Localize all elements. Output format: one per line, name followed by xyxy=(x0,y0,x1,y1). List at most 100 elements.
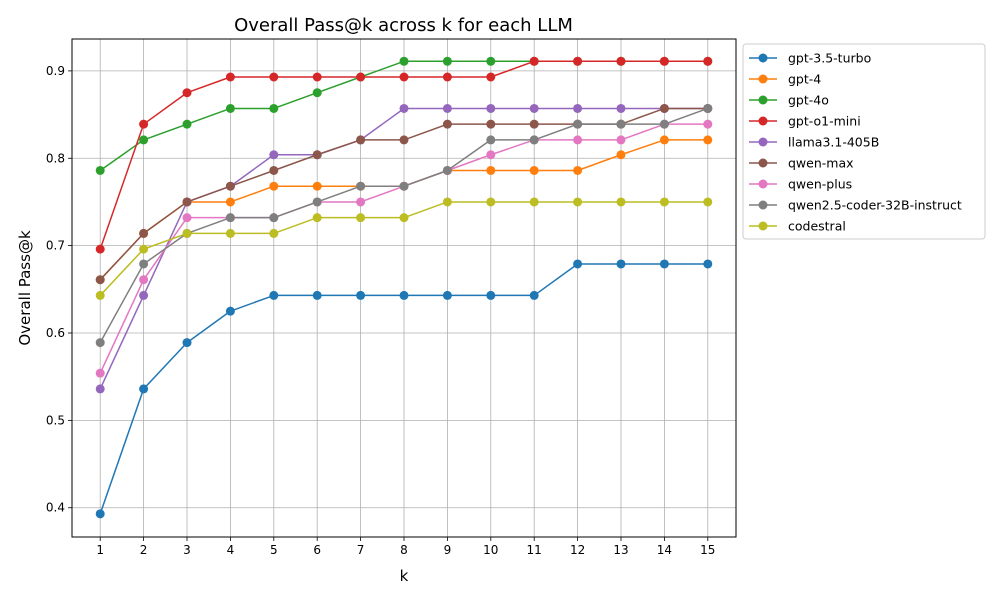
data-point xyxy=(312,72,322,82)
data-point xyxy=(225,306,235,316)
chart-title: Overall Pass@k across k for each LLM xyxy=(234,15,573,36)
data-point xyxy=(312,88,322,98)
data-point xyxy=(529,165,539,175)
data-point xyxy=(269,150,279,160)
legend-item-gpt-3.5-turbo: gpt-3.5-turbo xyxy=(749,51,871,66)
x-tick-label: 5 xyxy=(270,543,278,557)
x-tick-label: 11 xyxy=(527,543,542,557)
data-point xyxy=(616,119,626,129)
data-point xyxy=(182,338,192,348)
data-point xyxy=(486,197,496,207)
legend-label: gpt-4 xyxy=(788,72,821,87)
x-tick-label: 4 xyxy=(227,543,235,557)
data-point xyxy=(442,103,452,113)
data-point xyxy=(95,384,105,394)
data-point xyxy=(356,181,366,191)
x-tick-label: 2 xyxy=(140,543,148,557)
data-point xyxy=(312,181,322,191)
data-point xyxy=(312,213,322,223)
data-point xyxy=(529,135,539,145)
data-point xyxy=(95,368,105,378)
legend-marker xyxy=(758,158,768,168)
legend-frame xyxy=(742,43,986,240)
data-point xyxy=(659,197,669,207)
data-point xyxy=(139,228,149,238)
x-tick-label: 7 xyxy=(357,543,365,557)
data-point xyxy=(182,88,192,98)
data-point xyxy=(95,290,105,300)
data-point xyxy=(139,135,149,145)
data-point xyxy=(703,135,713,145)
data-point xyxy=(486,119,496,129)
data-point xyxy=(399,56,409,66)
data-point xyxy=(95,244,105,254)
data-point xyxy=(616,103,626,113)
data-point xyxy=(139,119,149,129)
legend-marker xyxy=(758,179,768,189)
y-tick-label: 0.4 xyxy=(46,501,65,515)
y-axis-label: Overall Pass@k xyxy=(16,230,34,346)
data-point xyxy=(312,290,322,300)
data-point xyxy=(312,150,322,160)
data-point xyxy=(486,103,496,113)
data-point xyxy=(486,165,496,175)
series-lines xyxy=(95,56,713,519)
data-point xyxy=(442,165,452,175)
x-axis-label: k xyxy=(400,567,409,585)
legend-label: llama3.1-405B xyxy=(788,135,879,150)
legend-item-qwen2.5-coder-32B-instruct: qwen2.5-coder-32B-instruct xyxy=(749,198,962,213)
series-gpt-o1-mini xyxy=(95,56,713,254)
legend-label: qwen-max xyxy=(788,156,854,171)
legend-marker xyxy=(758,74,768,84)
data-point xyxy=(616,150,626,160)
data-point xyxy=(269,181,279,191)
data-point xyxy=(659,259,669,269)
data-point xyxy=(573,259,583,269)
legend-marker xyxy=(758,137,768,147)
data-point xyxy=(95,275,105,285)
data-point xyxy=(356,72,366,82)
data-point xyxy=(703,103,713,113)
data-point xyxy=(659,103,669,113)
data-point xyxy=(182,213,192,223)
x-tick-label: 6 xyxy=(313,543,321,557)
data-point xyxy=(442,72,452,82)
data-point xyxy=(573,119,583,129)
data-point xyxy=(616,197,626,207)
data-point xyxy=(616,259,626,269)
data-point xyxy=(139,259,149,269)
data-point xyxy=(356,213,366,223)
data-point xyxy=(573,165,583,175)
data-point xyxy=(659,135,669,145)
data-point xyxy=(312,197,322,207)
data-point xyxy=(182,119,192,129)
data-point xyxy=(399,213,409,223)
data-point xyxy=(399,72,409,82)
series-qwen2.5-coder-32B-instruct xyxy=(95,103,713,348)
data-point xyxy=(659,119,669,129)
data-point xyxy=(269,103,279,113)
data-point xyxy=(399,181,409,191)
y-tick-label: 0.7 xyxy=(46,239,65,253)
legend-item-gpt-4: gpt-4 xyxy=(749,72,821,87)
legend-label: codestral xyxy=(788,219,846,234)
x-tick-label: 12 xyxy=(570,543,585,557)
y-axis-ticks: 0.4 0.5 0.6 0.7 0.8 0.9 xyxy=(46,64,72,515)
legend-marker xyxy=(758,200,768,210)
data-point xyxy=(486,72,496,82)
x-tick-label: 14 xyxy=(657,543,672,557)
data-point xyxy=(139,290,149,300)
data-point xyxy=(573,135,583,145)
legend-label: qwen-plus xyxy=(788,177,852,192)
data-point xyxy=(269,228,279,238)
data-point xyxy=(225,72,235,82)
x-tick-label: 9 xyxy=(444,543,452,557)
data-point xyxy=(225,197,235,207)
data-point xyxy=(399,290,409,300)
data-point xyxy=(225,181,235,191)
legend-item-qwen-max: qwen-max xyxy=(749,156,854,171)
data-point xyxy=(399,103,409,113)
series-codestral xyxy=(95,197,713,300)
series-gpt-3.5-turbo xyxy=(95,259,713,519)
data-point xyxy=(703,119,713,129)
